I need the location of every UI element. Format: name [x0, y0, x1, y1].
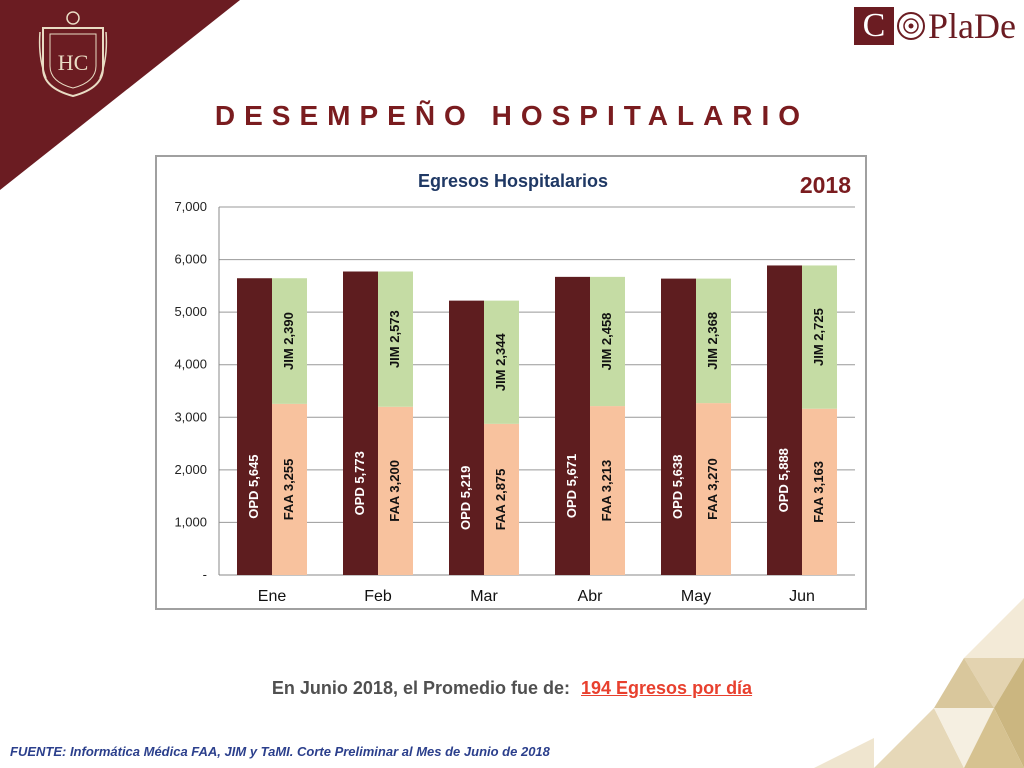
- bar-jim: [484, 300, 519, 424]
- jim-data-label: JIM 2,368: [705, 312, 720, 370]
- opd-data-label: OPD 5,645: [246, 454, 261, 518]
- bar-jim: [378, 271, 413, 407]
- coplade-logo-text: PlaDe: [928, 6, 1016, 46]
- opd-data-label: OPD 5,773: [352, 451, 367, 515]
- bar-faa: [484, 423, 519, 575]
- hospital-crest-icon: HC: [38, 11, 108, 98]
- summary-line: En Junio 2018, el Promedio fue de: 194 E…: [0, 678, 1024, 699]
- coplade-logo: C PlaDe: [854, 6, 1016, 46]
- x-tick-label: Jun: [789, 588, 815, 605]
- y-tick-label: -: [203, 567, 207, 582]
- faa-data-label: FAA 3,213: [599, 460, 614, 522]
- coplade-logo-c: C: [854, 7, 895, 45]
- chart-title: Egresos Hospitalarios: [418, 171, 608, 191]
- chart-frame: Egresos Hospitalarios 2018 - 1,000 2,000 3,00…: [155, 155, 867, 610]
- x-tick-label: Ene: [258, 588, 287, 605]
- x-tick-label: May: [681, 588, 711, 605]
- x-tick-label: Feb: [364, 588, 392, 605]
- faa-data-label: FAA 3,163: [811, 461, 826, 523]
- bar-faa: [802, 408, 837, 575]
- svg-text:HC: HC: [58, 50, 89, 75]
- jim-data-label: JIM 2,573: [387, 310, 402, 368]
- source-note: FUENTE: Informática Médica FAA, JIM y Ta…: [10, 744, 550, 759]
- bar-jim: [590, 276, 625, 407]
- y-tick-label: 1,000: [174, 514, 207, 529]
- jim-data-label: JIM 2,458: [599, 313, 614, 371]
- bar-faa: [590, 406, 625, 575]
- bar-opd: [661, 278, 696, 575]
- opd-data-label: OPD 5,888: [776, 448, 791, 512]
- coplade-seal-icon: [897, 12, 926, 40]
- bar-jim: [272, 278, 307, 404]
- bar-opd: [237, 278, 272, 575]
- summary-prefix: En Junio 2018, el Promedio fue de:: [271, 678, 570, 698]
- faa-data-label: FAA 3,270: [705, 458, 720, 520]
- bar-faa: [272, 403, 307, 575]
- opd-data-label: OPD 5,638: [670, 455, 685, 519]
- y-tick-label: 5,000: [174, 304, 207, 319]
- opd-data-label: OPD 5,671: [564, 454, 579, 518]
- faa-data-label: FAA 3,255: [281, 459, 296, 521]
- bar-jim: [696, 278, 731, 404]
- chart-year-label: 2018: [800, 172, 851, 198]
- y-tick-label: 7,000: [174, 199, 207, 214]
- x-tick-label: Mar: [470, 588, 498, 605]
- bar-jim: [802, 265, 837, 409]
- slide-title: DESEMPEÑO HOSPITALARIO: [214, 100, 810, 131]
- bar-opd: [555, 276, 590, 575]
- faa-data-label: FAA 2,875: [493, 469, 508, 531]
- corner-banner: [0, 0, 240, 190]
- bar-faa: [696, 403, 731, 575]
- y-tick-label: 6,000: [174, 252, 207, 267]
- bar-opd: [343, 271, 378, 575]
- decorative-triangles: [814, 598, 1024, 768]
- x-tick-label: Abr: [578, 588, 604, 605]
- y-tick-label: 2,000: [174, 462, 207, 477]
- jim-data-label: JIM 2,390: [281, 312, 296, 370]
- y-tick-label: 3,000: [174, 409, 207, 424]
- jim-data-label: JIM 2,344: [493, 333, 508, 392]
- faa-data-label: FAA 3,200: [387, 460, 402, 522]
- bar-opd: [767, 265, 802, 575]
- bar-opd: [449, 300, 484, 575]
- opd-data-label: OPD 5,219: [458, 466, 473, 530]
- jim-data-label: JIM 2,725: [811, 308, 826, 366]
- summary-highlight: 194 Egresos por día: [581, 678, 753, 698]
- bar-faa: [378, 406, 413, 575]
- y-tick-label: 4,000: [174, 357, 207, 372]
- bar-chart: Egresos Hospitalarios 2018 - 1,000 2,000 3,00…: [174, 171, 855, 605]
